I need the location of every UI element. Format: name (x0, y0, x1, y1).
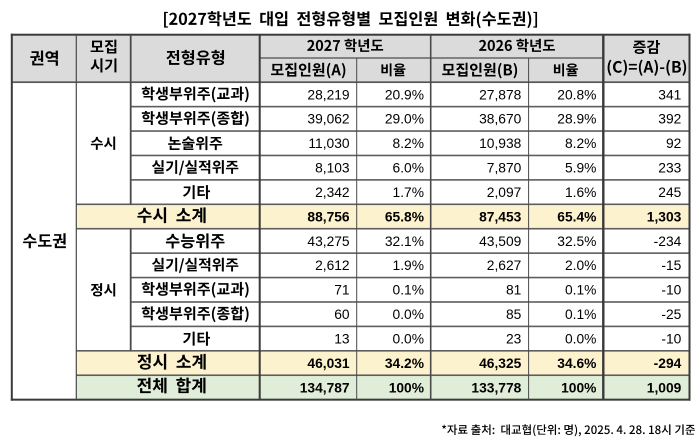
svg-text:341: 341 (658, 87, 681, 102)
svg-text:32.5%: 32.5% (557, 234, 596, 249)
svg-text:32.1%: 32.1% (385, 234, 424, 249)
svg-text:-294: -294 (654, 356, 682, 371)
svg-text:46,325: 46,325 (479, 356, 522, 371)
svg-text:133,778: 133,778 (471, 380, 521, 395)
svg-text:27,878: 27,878 (479, 87, 522, 102)
svg-text:5.9%: 5.9% (565, 161, 596, 176)
svg-text:46,031: 46,031 (307, 356, 350, 371)
svg-text:10,938: 10,938 (479, 136, 522, 151)
svg-text:0.0%: 0.0% (393, 307, 424, 322)
svg-text:6.0%: 6.0% (393, 161, 424, 176)
svg-text:2,627: 2,627 (487, 258, 522, 273)
svg-text:60: 60 (334, 307, 350, 322)
svg-text:92: 92 (666, 136, 681, 151)
svg-text:43,509: 43,509 (479, 234, 522, 249)
svg-text:34.6%: 34.6% (557, 356, 596, 371)
svg-text:0.0%: 0.0% (393, 332, 424, 347)
svg-text:1,009: 1,009 (647, 380, 682, 395)
svg-text:29.0%: 29.0% (385, 112, 424, 127)
svg-text:1.7%: 1.7% (393, 185, 424, 200)
svg-text:65.8%: 65.8% (385, 209, 424, 224)
svg-text:85: 85 (506, 307, 522, 322)
svg-text:2.0%: 2.0% (565, 258, 596, 273)
svg-text:8,103: 8,103 (315, 161, 350, 176)
svg-text:233: 233 (658, 161, 681, 176)
svg-text:392: 392 (658, 112, 681, 127)
svg-text:87,453: 87,453 (479, 209, 522, 224)
svg-text:43,275: 43,275 (307, 234, 350, 249)
svg-text:1.6%: 1.6% (565, 185, 596, 200)
svg-text:20.8%: 20.8% (557, 87, 596, 102)
svg-text:2,342: 2,342 (315, 185, 350, 200)
svg-text:-10: -10 (661, 332, 681, 347)
svg-text:245: 245 (658, 185, 681, 200)
svg-text:1.9%: 1.9% (393, 258, 424, 273)
svg-text:2,097: 2,097 (487, 185, 522, 200)
svg-text:-15: -15 (661, 258, 681, 273)
svg-text:-10: -10 (661, 283, 681, 298)
svg-text:0.1%: 0.1% (565, 307, 596, 322)
svg-text:100%: 100% (389, 380, 424, 395)
svg-text:8.2%: 8.2% (393, 136, 424, 151)
svg-text:20.9%: 20.9% (385, 87, 424, 102)
svg-text:8.2%: 8.2% (565, 136, 596, 151)
svg-text:13: 13 (334, 332, 350, 347)
svg-text:38,670: 38,670 (479, 112, 522, 127)
svg-text:23: 23 (506, 332, 522, 347)
svg-text:71: 71 (334, 283, 349, 298)
svg-text:100%: 100% (561, 380, 596, 395)
svg-text:-234: -234 (654, 234, 682, 249)
svg-text:0.0%: 0.0% (565, 332, 596, 347)
svg-text:34.2%: 34.2% (385, 356, 424, 371)
svg-text:65.4%: 65.4% (557, 209, 596, 224)
svg-text:0.1%: 0.1% (565, 283, 596, 298)
svg-text:0.1%: 0.1% (393, 283, 424, 298)
svg-text:2,612: 2,612 (315, 258, 350, 273)
svg-text:7,870: 7,870 (487, 161, 522, 176)
svg-text:28.9%: 28.9% (557, 112, 596, 127)
svg-text:88,756: 88,756 (307, 209, 350, 224)
svg-text:11,030: 11,030 (308, 136, 350, 151)
svg-text:-25: -25 (661, 307, 681, 322)
svg-text:28,219: 28,219 (307, 87, 350, 102)
svg-text:39,062: 39,062 (307, 112, 349, 127)
svg-text:1,303: 1,303 (647, 209, 682, 224)
svg-text:81: 81 (506, 283, 521, 298)
svg-text:134,787: 134,787 (300, 380, 350, 395)
